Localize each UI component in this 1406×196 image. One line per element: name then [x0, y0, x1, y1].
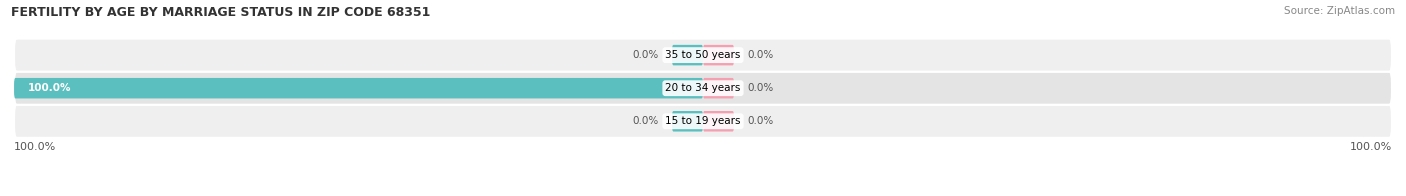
FancyBboxPatch shape [14, 39, 1392, 72]
FancyBboxPatch shape [672, 45, 703, 65]
FancyBboxPatch shape [703, 45, 734, 65]
Text: 0.0%: 0.0% [748, 116, 775, 126]
Text: 0.0%: 0.0% [748, 50, 775, 60]
Text: FERTILITY BY AGE BY MARRIAGE STATUS IN ZIP CODE 68351: FERTILITY BY AGE BY MARRIAGE STATUS IN Z… [11, 6, 430, 19]
FancyBboxPatch shape [703, 78, 734, 98]
Text: 15 to 19 years: 15 to 19 years [665, 116, 741, 126]
Text: Source: ZipAtlas.com: Source: ZipAtlas.com [1284, 6, 1395, 16]
Text: 100.0%: 100.0% [14, 142, 56, 152]
Text: 100.0%: 100.0% [28, 83, 72, 93]
FancyBboxPatch shape [672, 111, 703, 132]
FancyBboxPatch shape [14, 72, 1392, 105]
Text: 0.0%: 0.0% [748, 83, 775, 93]
FancyBboxPatch shape [14, 78, 703, 98]
Text: 0.0%: 0.0% [631, 50, 658, 60]
Text: 20 to 34 years: 20 to 34 years [665, 83, 741, 93]
Text: 35 to 50 years: 35 to 50 years [665, 50, 741, 60]
Text: 0.0%: 0.0% [631, 116, 658, 126]
FancyBboxPatch shape [14, 105, 1392, 138]
FancyBboxPatch shape [703, 111, 734, 132]
Text: 100.0%: 100.0% [1350, 142, 1392, 152]
